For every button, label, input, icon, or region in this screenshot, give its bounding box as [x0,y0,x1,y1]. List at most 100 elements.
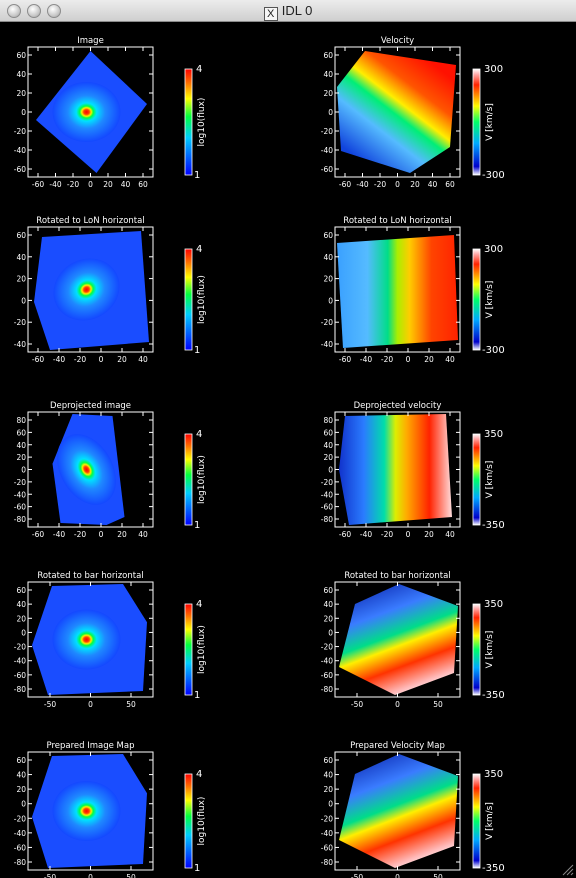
x-tick-label: 0 [395,700,400,709]
x-tick-label: -20 [67,180,79,189]
close-window-button[interactable] [7,4,21,18]
y-tick-label: -20 [14,478,26,487]
y-tick-label: -80 [321,515,333,524]
y-tick-label: -20 [321,814,333,823]
y-tick-label: 40 [323,600,333,609]
y-tick-label: -40 [321,657,333,666]
plot-panel: Rotated to bar horizontal6040200-20-40-6… [14,571,207,709]
x-tick-label: -50 [351,700,363,709]
x-tick-label: -50 [351,873,363,878]
y-tick-label: -40 [321,146,333,155]
colorbar-axis-label: log10(flux) [197,98,207,147]
plot-panel: Rotated to LoN horizontal6040200-20-40-6… [14,216,207,364]
x-tick-label: 50 [126,700,136,709]
colorbar-min-label: 1 [194,520,200,531]
y-tick-label: 40 [16,771,26,780]
y-tick-label: -40 [321,829,333,838]
colorbar-max-label: 4 [196,64,202,75]
y-tick-label: 60 [323,756,333,765]
y-tick-label: 60 [16,428,26,437]
minimize-window-button[interactable] [27,4,41,18]
x-tick-label: 40 [428,180,438,189]
x-tick-label: -50 [44,700,56,709]
colorbar-max-label: 350 [484,599,503,610]
x-tick-label: 40 [445,530,455,539]
flux-map [32,754,147,868]
x-tick-label: 0 [395,180,400,189]
y-tick-label: 0 [328,108,333,117]
y-tick-label: 0 [21,296,26,305]
y-tick-label: 20 [16,614,26,623]
y-tick-label: 60 [16,586,26,595]
y-tick-label: 80 [323,416,333,425]
x-tick-label: -20 [74,355,86,364]
y-tick-label: 60 [16,51,26,60]
colorbar-max-label: 4 [196,769,202,780]
x-tick-label: 20 [117,530,127,539]
y-tick-label: 0 [21,108,26,117]
colorbar-max-label: 300 [484,244,503,255]
zoom-window-button[interactable] [47,4,61,18]
y-tick-label: -20 [14,127,26,136]
x11-icon: X [263,7,278,21]
y-tick-label: -60 [14,503,26,512]
y-tick-label: 60 [323,51,333,60]
y-tick-label: 40 [16,253,26,262]
y-tick-label: -20 [14,318,26,327]
y-tick-label: 20 [323,614,333,623]
y-tick-label: -60 [14,843,26,852]
y-tick-label: 20 [323,453,333,462]
flux-map [32,584,147,695]
panel-title: Rotated to LoN horizontal [343,216,451,226]
panel-title: Velocity [381,36,414,46]
x-tick-label: 0 [395,873,400,878]
flux-map [34,231,149,350]
colorbar-axis-label: V [km/s] [485,631,495,669]
velocity-map [337,51,456,173]
x-tick-label: -60 [339,355,351,364]
y-tick-label: -60 [321,671,333,680]
flux-map [36,51,147,173]
plot-panel: Prepared Image Map6040200-20-40-60-80-50… [14,741,207,878]
y-tick-label: -60 [14,671,26,680]
colorbar-min-label: 1 [194,690,200,701]
colorbar-min-label: -350 [482,863,505,874]
y-tick-label: 0 [328,800,333,809]
colorbar-min-label: -300 [482,345,505,356]
y-tick-label: 20 [323,785,333,794]
y-tick-label: -40 [321,490,333,499]
x-tick-label: -60 [32,355,44,364]
colorbar-axis-label: V [km/s] [485,802,495,840]
panel-title: Prepared Image Map [46,741,134,751]
velocity-map [339,754,458,868]
x-tick-label: 60 [445,180,455,189]
y-tick-label: 40 [16,441,26,450]
panel-title: Rotated to bar horizontal [344,571,450,581]
y-tick-label: -80 [321,858,333,867]
y-tick-label: -20 [321,127,333,136]
x-tick-label: 40 [138,530,148,539]
x-tick-label: -60 [339,530,351,539]
colorbar-axis-label: V [km/s] [485,103,495,141]
x-tick-label: 0 [406,530,411,539]
panel-title: Prepared Velocity Map [350,741,445,751]
y-tick-label: 60 [323,428,333,437]
y-tick-label: -80 [14,685,26,694]
colorbar [472,773,481,869]
colorbar [184,433,193,526]
resize-grip-icon[interactable] [560,862,574,876]
colorbar-min-label: 1 [194,863,200,874]
colorbar [184,68,193,176]
velocity-map [337,235,458,348]
colorbar-min-label: -300 [482,170,505,181]
colorbar [472,603,481,696]
colorbar-max-label: 350 [484,429,503,440]
x-tick-label: 20 [410,180,420,189]
colorbar-max-label: 4 [196,244,202,255]
y-tick-label: -40 [321,340,333,349]
window-titlebar: X IDL 0 [0,0,576,22]
y-tick-label: 0 [328,296,333,305]
colorbar-axis-label: log10(flux) [197,275,207,324]
panel-title: Image [77,36,104,46]
y-tick-label: 80 [16,416,26,425]
